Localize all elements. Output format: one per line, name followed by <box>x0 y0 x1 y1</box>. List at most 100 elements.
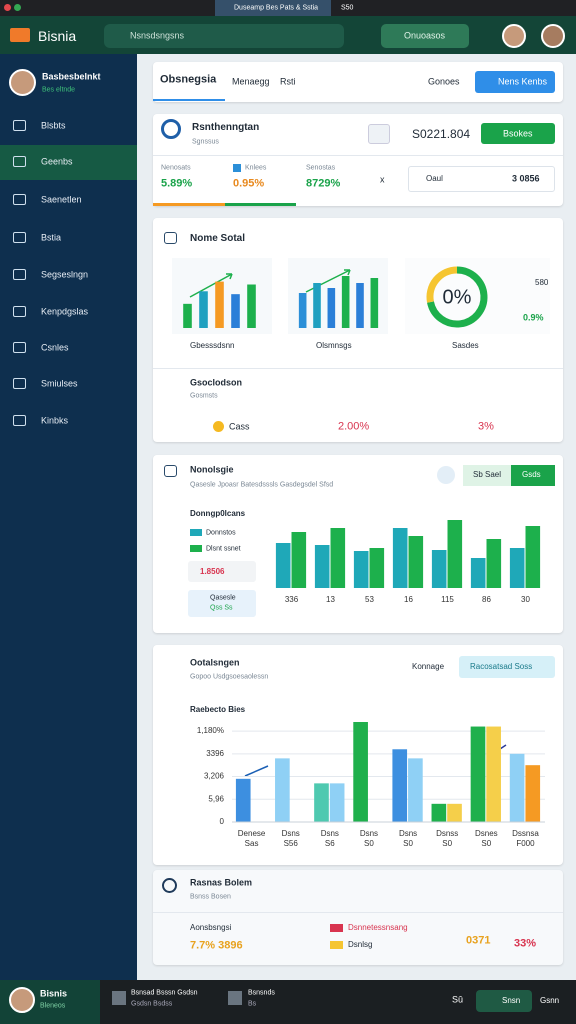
chart-title: Raebecto Bies <box>190 705 246 714</box>
bottom-link[interactable]: Gsnn <box>540 996 560 1005</box>
coin <box>213 421 224 432</box>
info-value: 3 0856 <box>512 173 540 184</box>
tab[interactable]: Rsti <box>280 76 296 87</box>
divider <box>153 912 563 913</box>
stat-label: Knlees <box>245 164 267 172</box>
icon <box>164 232 177 244</box>
menu-icon <box>13 306 26 317</box>
row-title: Aonsbsngsi <box>190 923 232 932</box>
stat-box <box>188 590 256 617</box>
tab-link[interactable]: Gonoes <box>428 76 460 87</box>
logo <box>10 28 30 42</box>
chart-label: Gbesssdsnn <box>190 341 235 350</box>
divider <box>153 155 563 156</box>
menu-item[interactable]: Blsbts <box>41 120 66 131</box>
avatar[interactable] <box>502 24 526 48</box>
menu-item[interactable]: Kinbks <box>41 415 69 426</box>
toggle[interactable] <box>463 465 511 486</box>
menu-item[interactable]: Saenetlen <box>41 194 82 205</box>
user-avatar <box>9 69 36 96</box>
bottom-name: Bisnis <box>40 988 68 999</box>
search-box[interactable] <box>104 24 344 48</box>
mini-bg <box>405 258 550 334</box>
header-button-label: Onuoasos <box>404 30 446 41</box>
chart-title: Donngp0lcans <box>190 509 246 518</box>
right-value: 580 <box>535 278 549 287</box>
menu-icon <box>13 120 26 131</box>
icon <box>162 878 177 893</box>
dot <box>4 4 11 11</box>
user-status: Bes eltnde <box>42 86 76 94</box>
stat-label: Nenosats <box>161 164 191 172</box>
analysis-subtitle: Qasesle Jpoasr Batesdsssls Gasdegsdel Sf… <box>190 481 334 489</box>
stat-label: Senostas <box>306 164 336 172</box>
row-value: 2.00% <box>338 420 370 433</box>
overview-title: Nome Sotal <box>190 233 246 244</box>
tab[interactable]: Obsnegsia <box>160 73 217 86</box>
divider <box>153 368 563 369</box>
bottom-item[interactable]: Bsnsad Bsssn Gsdsn <box>131 989 198 997</box>
thumb <box>112 991 126 1005</box>
tab-title: S50 <box>341 4 354 12</box>
search-placeholder: Nsnsdsngsns <box>130 30 185 41</box>
bottom-button-label: Snsn <box>502 996 521 1005</box>
tab-underline <box>153 99 225 101</box>
summary-button[interactable] <box>481 123 555 144</box>
menu-icon <box>13 194 26 205</box>
row-value: 7.7% 3896 <box>190 939 243 952</box>
menu-item[interactable]: Kenpdgslas <box>41 306 89 317</box>
analysis-title: Nonolsgie <box>190 464 234 475</box>
menu-item[interactable]: Geenbs <box>41 156 73 167</box>
chart-label: Sasdes <box>452 341 479 350</box>
report-title: Ootalsngen <box>190 657 240 668</box>
footer-card-subtitle: Bsnss Bosen <box>190 893 231 901</box>
footer-card <box>153 870 563 965</box>
legend-label: Dlsnt ssnet <box>206 545 241 553</box>
summary-subtitle: Sgnssus <box>192 138 219 146</box>
dropdown[interactable] <box>368 124 390 144</box>
browser-tab[interactable] <box>215 0 331 16</box>
report-subtitle: Gopoo Usdgsoesaolessn <box>190 673 269 681</box>
footer-card-title: Rasnas Bolem <box>190 877 253 888</box>
toggle-label: Gsds <box>522 470 541 479</box>
primary-button-label: Nens Kenbs <box>498 76 548 87</box>
tab[interactable]: Menaegg <box>232 76 270 87</box>
menu-item[interactable]: Csnles <box>41 342 69 353</box>
stat-box-value: 1.8506 <box>200 567 225 576</box>
summary-title: Rsnthenngtan <box>192 122 260 133</box>
stat-value: 5.89% <box>161 177 193 190</box>
bottom-item[interactable]: Bsnsnds <box>248 989 275 997</box>
report-link[interactable]: Konnage <box>412 662 445 671</box>
dot <box>14 4 21 11</box>
menu-item[interactable]: Bstia <box>41 232 62 243</box>
accent <box>153 203 225 206</box>
primary-button[interactable] <box>475 71 555 93</box>
menu-icon <box>13 378 26 389</box>
menu-icon <box>13 156 26 167</box>
stat-box <box>188 561 256 582</box>
avatar[interactable] <box>541 24 565 48</box>
round-button[interactable] <box>437 466 455 484</box>
sidebar <box>0 54 137 980</box>
icon <box>164 465 177 477</box>
menu-item[interactable]: Segseslngn <box>41 269 89 280</box>
bottom-sub: Bleneos <box>40 1002 66 1010</box>
mini-bg <box>288 258 388 334</box>
bottom-icon[interactable]: Sû <box>452 994 464 1005</box>
bottom-button[interactable] <box>476 990 532 1012</box>
tab-title: Duseamp Bes Pats & Sstia <box>234 4 319 12</box>
menu-item[interactable]: Smiulses <box>41 378 78 389</box>
legend-label: Dsnlsg <box>348 940 373 949</box>
brand: Bisnia <box>38 28 77 44</box>
value: 33% <box>514 937 537 950</box>
stat-value: 8729% <box>306 177 341 190</box>
report-button[interactable] <box>459 656 555 678</box>
menu-icon <box>13 269 26 280</box>
header-button[interactable] <box>381 24 469 48</box>
toggle[interactable] <box>511 465 555 486</box>
stat-value: 0.95% <box>233 177 265 190</box>
legend-swatch <box>330 941 343 949</box>
close[interactable]: x <box>380 174 385 185</box>
toggle-label: Sb Sael <box>473 470 502 479</box>
